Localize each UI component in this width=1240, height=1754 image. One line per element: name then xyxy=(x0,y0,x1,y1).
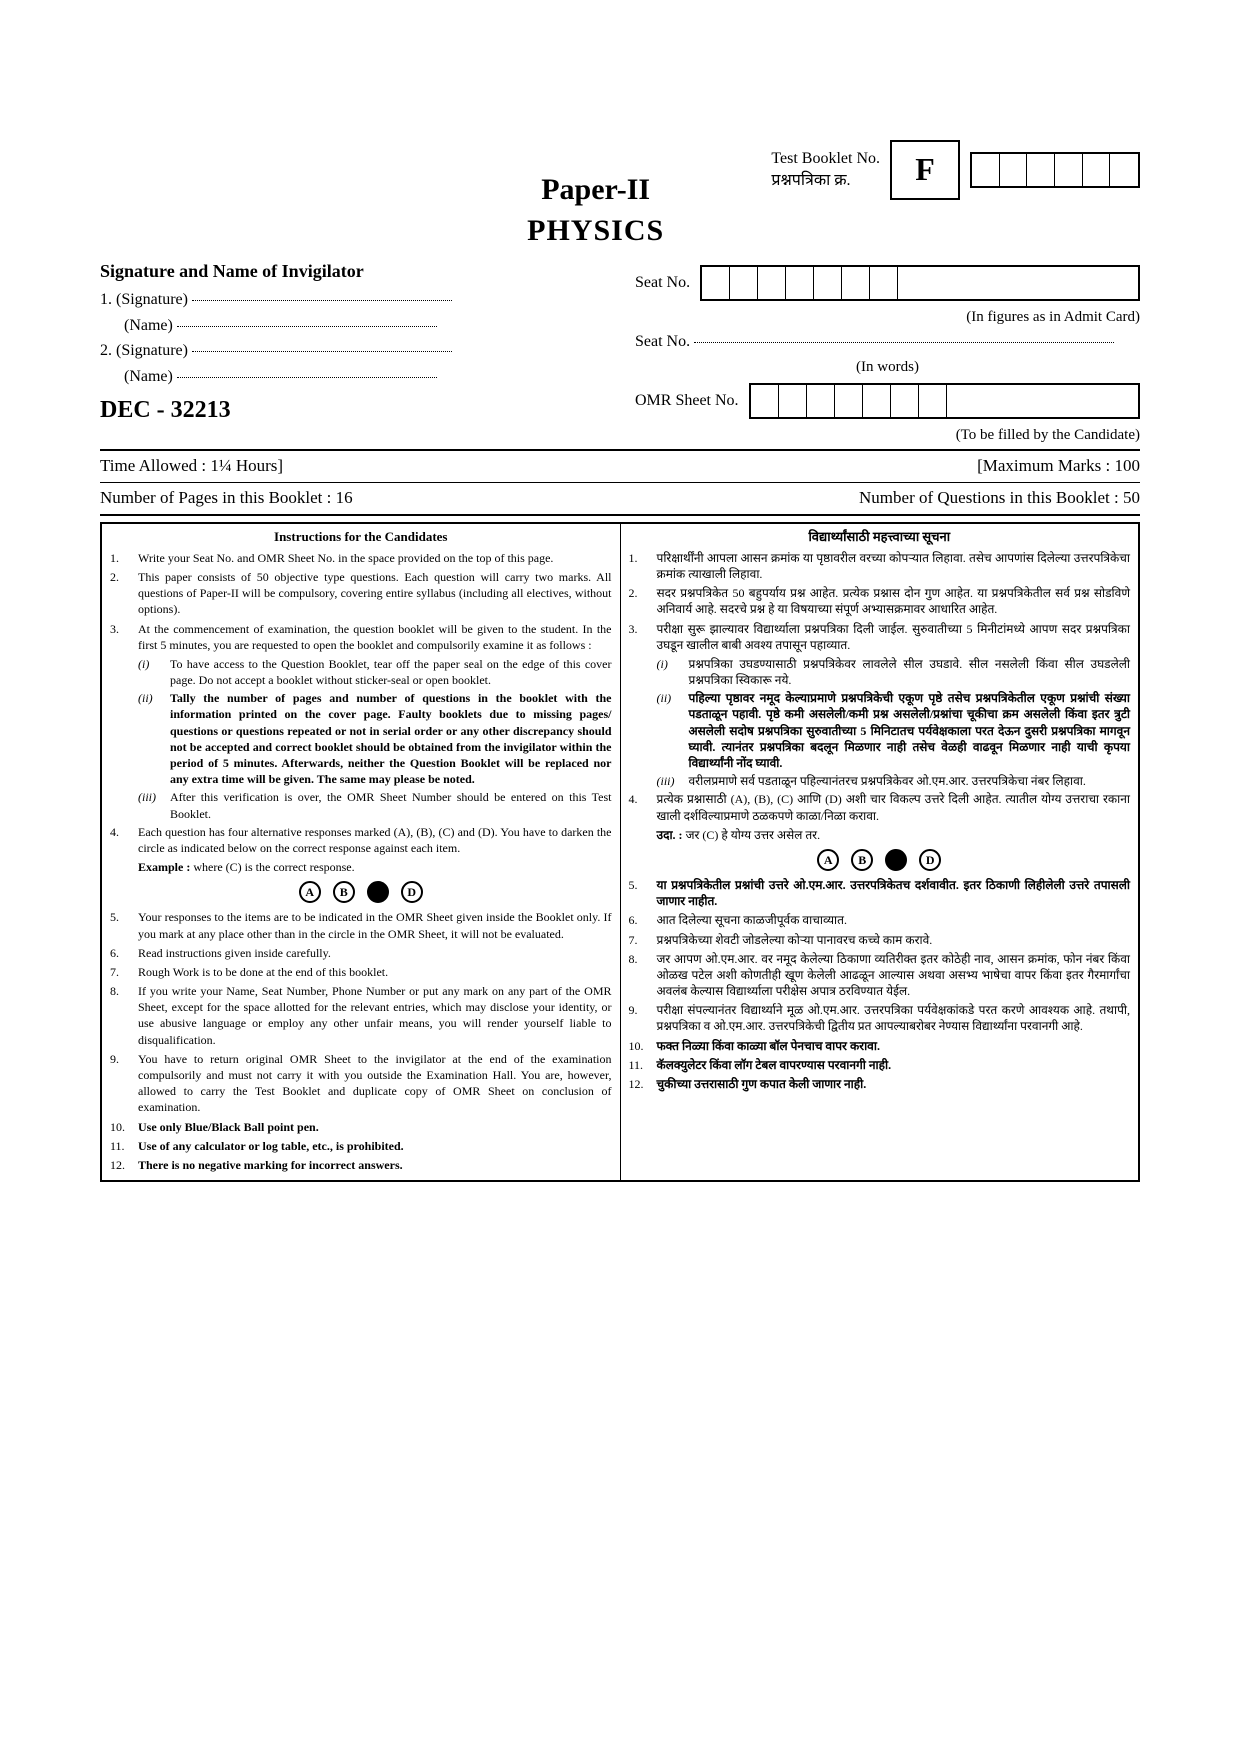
words-note: (In words) xyxy=(635,357,1140,377)
omr-label: OMR Sheet No. xyxy=(635,390,739,412)
instr-item: 8.If you write your Name, Seat Number, P… xyxy=(110,983,612,1048)
instr-item: 10.Use only Blue/Black Ball point pen. xyxy=(110,1119,612,1135)
exam-code: DEC - 32213 xyxy=(100,394,605,426)
time-label: Time Allowed : 1¼ Hours] xyxy=(100,455,283,478)
sig1-label: 1. (Signature) xyxy=(100,291,188,308)
seat-words-label: Seat No. xyxy=(635,333,690,350)
questions-label: Number of Questions in this Booklet : 50 xyxy=(859,487,1140,510)
figures-note: (In figures as in Admit Card) xyxy=(635,307,1140,327)
sig2-label: 2. (Signature) xyxy=(100,342,188,359)
instr-subitem: (ii)पहिल्या पृष्ठावर नमूद केल्याप्रमाणे … xyxy=(657,690,1131,771)
time-marks-row: Time Allowed : 1¼ Hours] [Maximum Marks … xyxy=(100,449,1140,483)
instr-item: 12.There is no negative marking for inco… xyxy=(110,1157,612,1173)
bubble-C xyxy=(885,849,907,871)
bubble-C xyxy=(367,881,389,903)
instr-item: 5.या प्रश्नपत्रिकेतील प्रश्नांची उत्तरे … xyxy=(629,877,1131,909)
instr-mr-title: विद्यार्थ्यांसाठी महत्त्वाच्या सूचना xyxy=(629,528,1131,546)
instr-item: 3.परीक्षा सुरू झाल्यावर विद्यार्थ्याला प… xyxy=(629,621,1131,653)
seat-words-field[interactable] xyxy=(694,342,1114,343)
instr-subitem: (iii)वरीलप्रमाणे सर्व पडताळून पहिल्यानंत… xyxy=(657,773,1131,789)
instr-item: 1.Write your Seat No. and OMR Sheet No. … xyxy=(110,550,612,566)
instr-item: 1.परिक्षार्थींनी आपला आसन क्रमांक या पृष… xyxy=(629,550,1131,582)
invigilator-heading: Signature and Name of Invigilator xyxy=(100,259,605,283)
paper-title: Paper-II xyxy=(420,170,771,211)
omr-boxes[interactable] xyxy=(749,383,1140,419)
instr-item: 6.Read instructions given inside careful… xyxy=(110,945,612,961)
instr-item: 4.Each question has four alternative res… xyxy=(110,824,612,856)
bubble-B: B xyxy=(851,849,873,871)
booklet-code: F xyxy=(890,140,960,200)
title-block: Paper-II PHYSICS xyxy=(420,140,771,251)
booklet-number-boxes[interactable] xyxy=(970,152,1140,188)
booklet-label-mr: प्रश्नपत्रिका क्र. xyxy=(771,170,880,192)
booklet-label-en: Test Booklet No. xyxy=(771,148,880,170)
example-label: Example : where (C) is the correct respo… xyxy=(110,859,612,875)
instr-item: 2.This paper consists of 50 objective ty… xyxy=(110,569,612,618)
instr-item: 8.जर आपण ओ.एम.आर. वर नमूद केलेल्या ठिकाण… xyxy=(629,951,1131,1000)
instr-item: 9.You have to return original OMR Sheet … xyxy=(110,1051,612,1116)
instr-item: 2.सदर प्रश्नपत्रिकेत 50 बहुपर्याय प्रश्न… xyxy=(629,585,1131,617)
instr-item: 5.Your responses to the items are to be … xyxy=(110,909,612,941)
instr-item: 7.Rough Work is to be done at the end of… xyxy=(110,964,612,980)
seat-no-label: Seat No. xyxy=(635,272,690,294)
instr-item: 7.प्रश्नपत्रिकेच्या शेवटी जोडलेल्या कोऱ्… xyxy=(629,932,1131,948)
pages-row: Number of Pages in this Booklet : 16 Num… xyxy=(100,483,1140,516)
instr-subitem: (i)प्रश्नपत्रिका उघडण्यासाठी प्रश्नपत्रि… xyxy=(657,656,1131,688)
instr-en-title: Instructions for the Candidates xyxy=(110,528,612,546)
sig2-field[interactable] xyxy=(192,351,452,352)
subject-title: PHYSICS xyxy=(420,211,771,252)
bubble-D: D xyxy=(919,849,941,871)
instr-subitem: (i)To have access to the Question Bookle… xyxy=(138,656,612,688)
instr-subitem: (ii)Tally the number of pages and number… xyxy=(138,690,612,787)
bubble-D: D xyxy=(401,881,423,903)
name1-label: (Name) xyxy=(124,317,173,334)
bubble-example: AB D xyxy=(110,881,612,903)
example-label: उदा. : जर (C) हे योग्य उत्तर असेल तर. xyxy=(629,827,1131,843)
instr-item: 4.प्रत्येक प्रश्नासाठी (A), (B), (C) आणि… xyxy=(629,791,1131,823)
instr-item: 11.कॅलक्युलेटर किंवा लॉग टेबल वापरण्यास … xyxy=(629,1057,1131,1073)
candidate-note: (To be filled by the Candidate) xyxy=(635,425,1140,445)
header-row: Paper-II PHYSICS Test Booklet No. प्रश्न… xyxy=(100,140,1140,251)
mid-section: Signature and Name of Invigilator 1. (Si… xyxy=(100,259,1140,445)
name2-field[interactable] xyxy=(177,377,437,378)
bubble-A: A xyxy=(299,881,321,903)
instr-item: 9.परीक्षा संपल्यानंतर विद्यार्थ्याने मूळ… xyxy=(629,1002,1131,1034)
name1-field[interactable] xyxy=(177,326,437,327)
instr-subitem: (iii)After this verification is over, th… xyxy=(138,789,612,821)
instructions-english: Instructions for the Candidates 1.Write … xyxy=(102,524,621,1180)
bubble-B: B xyxy=(333,881,355,903)
pages-label: Number of Pages in this Booklet : 16 xyxy=(100,487,353,510)
instr-item: 12.चुकीच्या उत्तरासाठी गुण कपात केली जाण… xyxy=(629,1076,1131,1092)
marks-label: [Maximum Marks : 100 xyxy=(977,455,1140,478)
instr-item: 11.Use of any calculator or log table, e… xyxy=(110,1138,612,1154)
name2-label: (Name) xyxy=(124,368,173,385)
bubble-A: A xyxy=(817,849,839,871)
instructions-wrap: Instructions for the Candidates 1.Write … xyxy=(100,522,1140,1182)
bubble-example: AB D xyxy=(629,849,1131,871)
instr-item: 10.फक्त निळ्या किंवा काळ्या बॉल पेनचाच व… xyxy=(629,1038,1131,1054)
sig1-field[interactable] xyxy=(192,300,452,301)
booklet-block: Test Booklet No. प्रश्नपत्रिका क्र. F xyxy=(771,140,1140,200)
instr-item: 6.आत दिलेल्या सूचना काळजीपूर्वक वाचाव्या… xyxy=(629,912,1131,928)
seat-no-boxes[interactable] xyxy=(700,265,1140,301)
instructions-marathi: विद्यार्थ्यांसाठी महत्त्वाच्या सूचना 1.प… xyxy=(621,524,1139,1180)
instr-item: 3.At the commencement of examination, th… xyxy=(110,621,612,653)
